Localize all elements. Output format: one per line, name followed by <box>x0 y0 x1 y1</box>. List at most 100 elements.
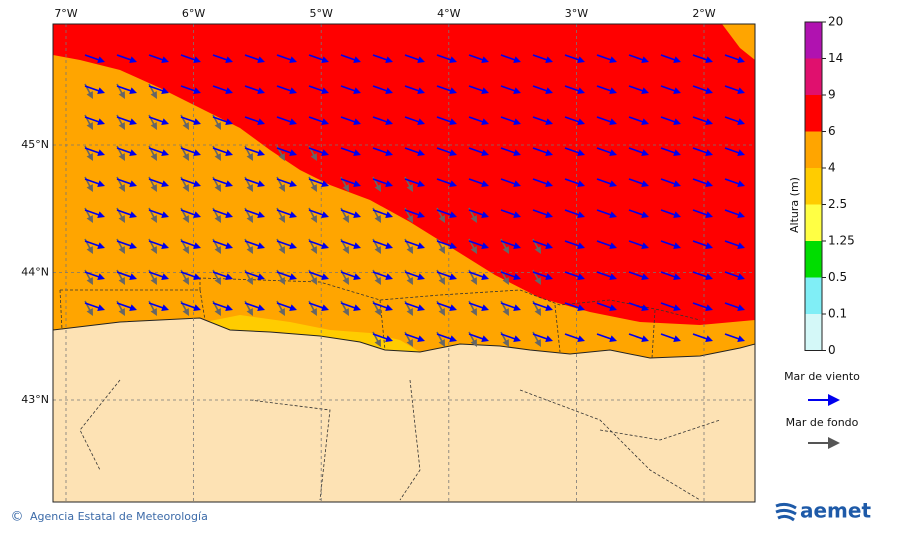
sea-red <box>53 24 755 325</box>
wind-arrow <box>148 54 169 63</box>
wind-arrow <box>692 54 713 63</box>
arrow-head <box>449 211 457 218</box>
arrow-head <box>310 277 317 285</box>
wind-arrow <box>84 240 105 249</box>
arrow-shaft <box>84 271 101 279</box>
arrow-shaft <box>116 85 133 93</box>
wind-arrow <box>180 271 201 280</box>
arrow-shaft <box>244 85 261 93</box>
arrow-head <box>225 87 233 94</box>
wind-arrow <box>692 302 713 311</box>
arrow-shaft <box>724 271 741 279</box>
wind-arrow <box>148 302 169 311</box>
wind-arrow <box>180 54 201 63</box>
wind-arrow <box>436 116 457 125</box>
arrow-shaft <box>628 116 645 124</box>
arrow-head <box>214 153 221 161</box>
copyright-symbol: © <box>11 510 24 525</box>
arrow-head <box>417 56 425 63</box>
arrow-head <box>321 180 329 187</box>
wind-arrow <box>180 85 201 94</box>
wind-arrow <box>180 302 201 311</box>
arrow-head <box>609 242 617 249</box>
wind-arrow <box>596 116 617 125</box>
arrow-shaft <box>148 209 165 217</box>
wind-arrow <box>212 302 233 311</box>
agency-name: Agencia Estatal de Meteorología <box>30 510 208 523</box>
arrow-shaft <box>564 178 581 186</box>
wind-arrow <box>148 147 169 156</box>
colorbar-label: 6 <box>828 124 836 138</box>
colorbar-band <box>805 277 822 314</box>
arrow-head <box>353 180 361 187</box>
arrow-head <box>86 215 93 223</box>
wind-arrow <box>308 116 329 125</box>
arrow-shaft <box>116 271 133 279</box>
arrow-head <box>150 215 157 223</box>
arrow-head <box>641 118 649 125</box>
arrow-head <box>513 87 521 94</box>
arrow-shaft <box>500 333 517 341</box>
wind-arrow <box>692 147 713 156</box>
wind-arrow <box>692 333 713 342</box>
arrow-head <box>161 211 169 218</box>
wind-arrow <box>436 147 457 156</box>
arrow-shaft <box>724 240 741 248</box>
arrow-head <box>86 308 93 316</box>
wind-arrow <box>212 178 233 187</box>
arrow-head <box>481 180 489 187</box>
wind-arrow <box>692 178 713 187</box>
arrow-head <box>289 211 297 218</box>
arrow-shaft <box>404 302 421 310</box>
arrow-shaft <box>564 147 581 155</box>
colorbar: 20 14 9 6 4 2.5 1.25 0.5 0.1 0 <box>804 15 855 357</box>
arrow-shaft <box>596 209 613 217</box>
arrow-shaft <box>436 240 453 248</box>
arrow-head <box>289 87 297 94</box>
arrow-shaft <box>212 54 229 62</box>
wind-arrow <box>724 178 745 187</box>
arrow-head <box>534 277 541 285</box>
arrow-shaft <box>148 271 165 279</box>
arrow-head <box>406 184 413 192</box>
arrow-head <box>321 273 329 280</box>
arrow-head <box>737 87 745 94</box>
wind-arrow <box>564 85 585 94</box>
arrow-shaft <box>84 116 101 124</box>
arrow-head <box>609 304 617 311</box>
wind-arrow <box>212 271 233 280</box>
arrow-shaft <box>308 240 325 248</box>
arrow-head <box>641 87 649 94</box>
arrow-head <box>385 56 393 63</box>
wind-arrow <box>84 178 105 187</box>
colorbar-label: 14 <box>828 51 843 65</box>
arrow-shaft <box>340 302 357 310</box>
legend-wind-sea: Mar de viento <box>784 370 860 383</box>
arrow-head <box>321 304 329 311</box>
arrow-shaft <box>244 54 261 62</box>
wind-arrow <box>372 333 393 342</box>
arrow-head <box>641 149 649 156</box>
wind-arrow <box>596 147 617 156</box>
wind-arrow <box>116 209 137 218</box>
arrow-shaft <box>180 209 197 217</box>
arrow-shaft <box>724 85 741 93</box>
arrow-head <box>225 242 233 249</box>
wind-arrow <box>628 302 649 311</box>
arrow-head <box>737 273 745 280</box>
arrow-shaft <box>276 147 293 155</box>
arrow-shaft <box>468 240 485 248</box>
arrow-head <box>214 277 221 285</box>
wind-arrow <box>404 209 425 218</box>
wind-arrow <box>116 240 137 249</box>
arrow-shaft <box>244 147 261 155</box>
arrow-shaft <box>692 302 709 310</box>
arrow-shaft <box>564 116 581 124</box>
wind-arrow <box>148 116 169 125</box>
sea-gold <box>205 315 420 352</box>
arrow-shaft <box>180 116 197 124</box>
wind-arrow <box>532 333 553 342</box>
wind-arrow <box>564 178 585 187</box>
arrow-shaft <box>308 85 325 93</box>
